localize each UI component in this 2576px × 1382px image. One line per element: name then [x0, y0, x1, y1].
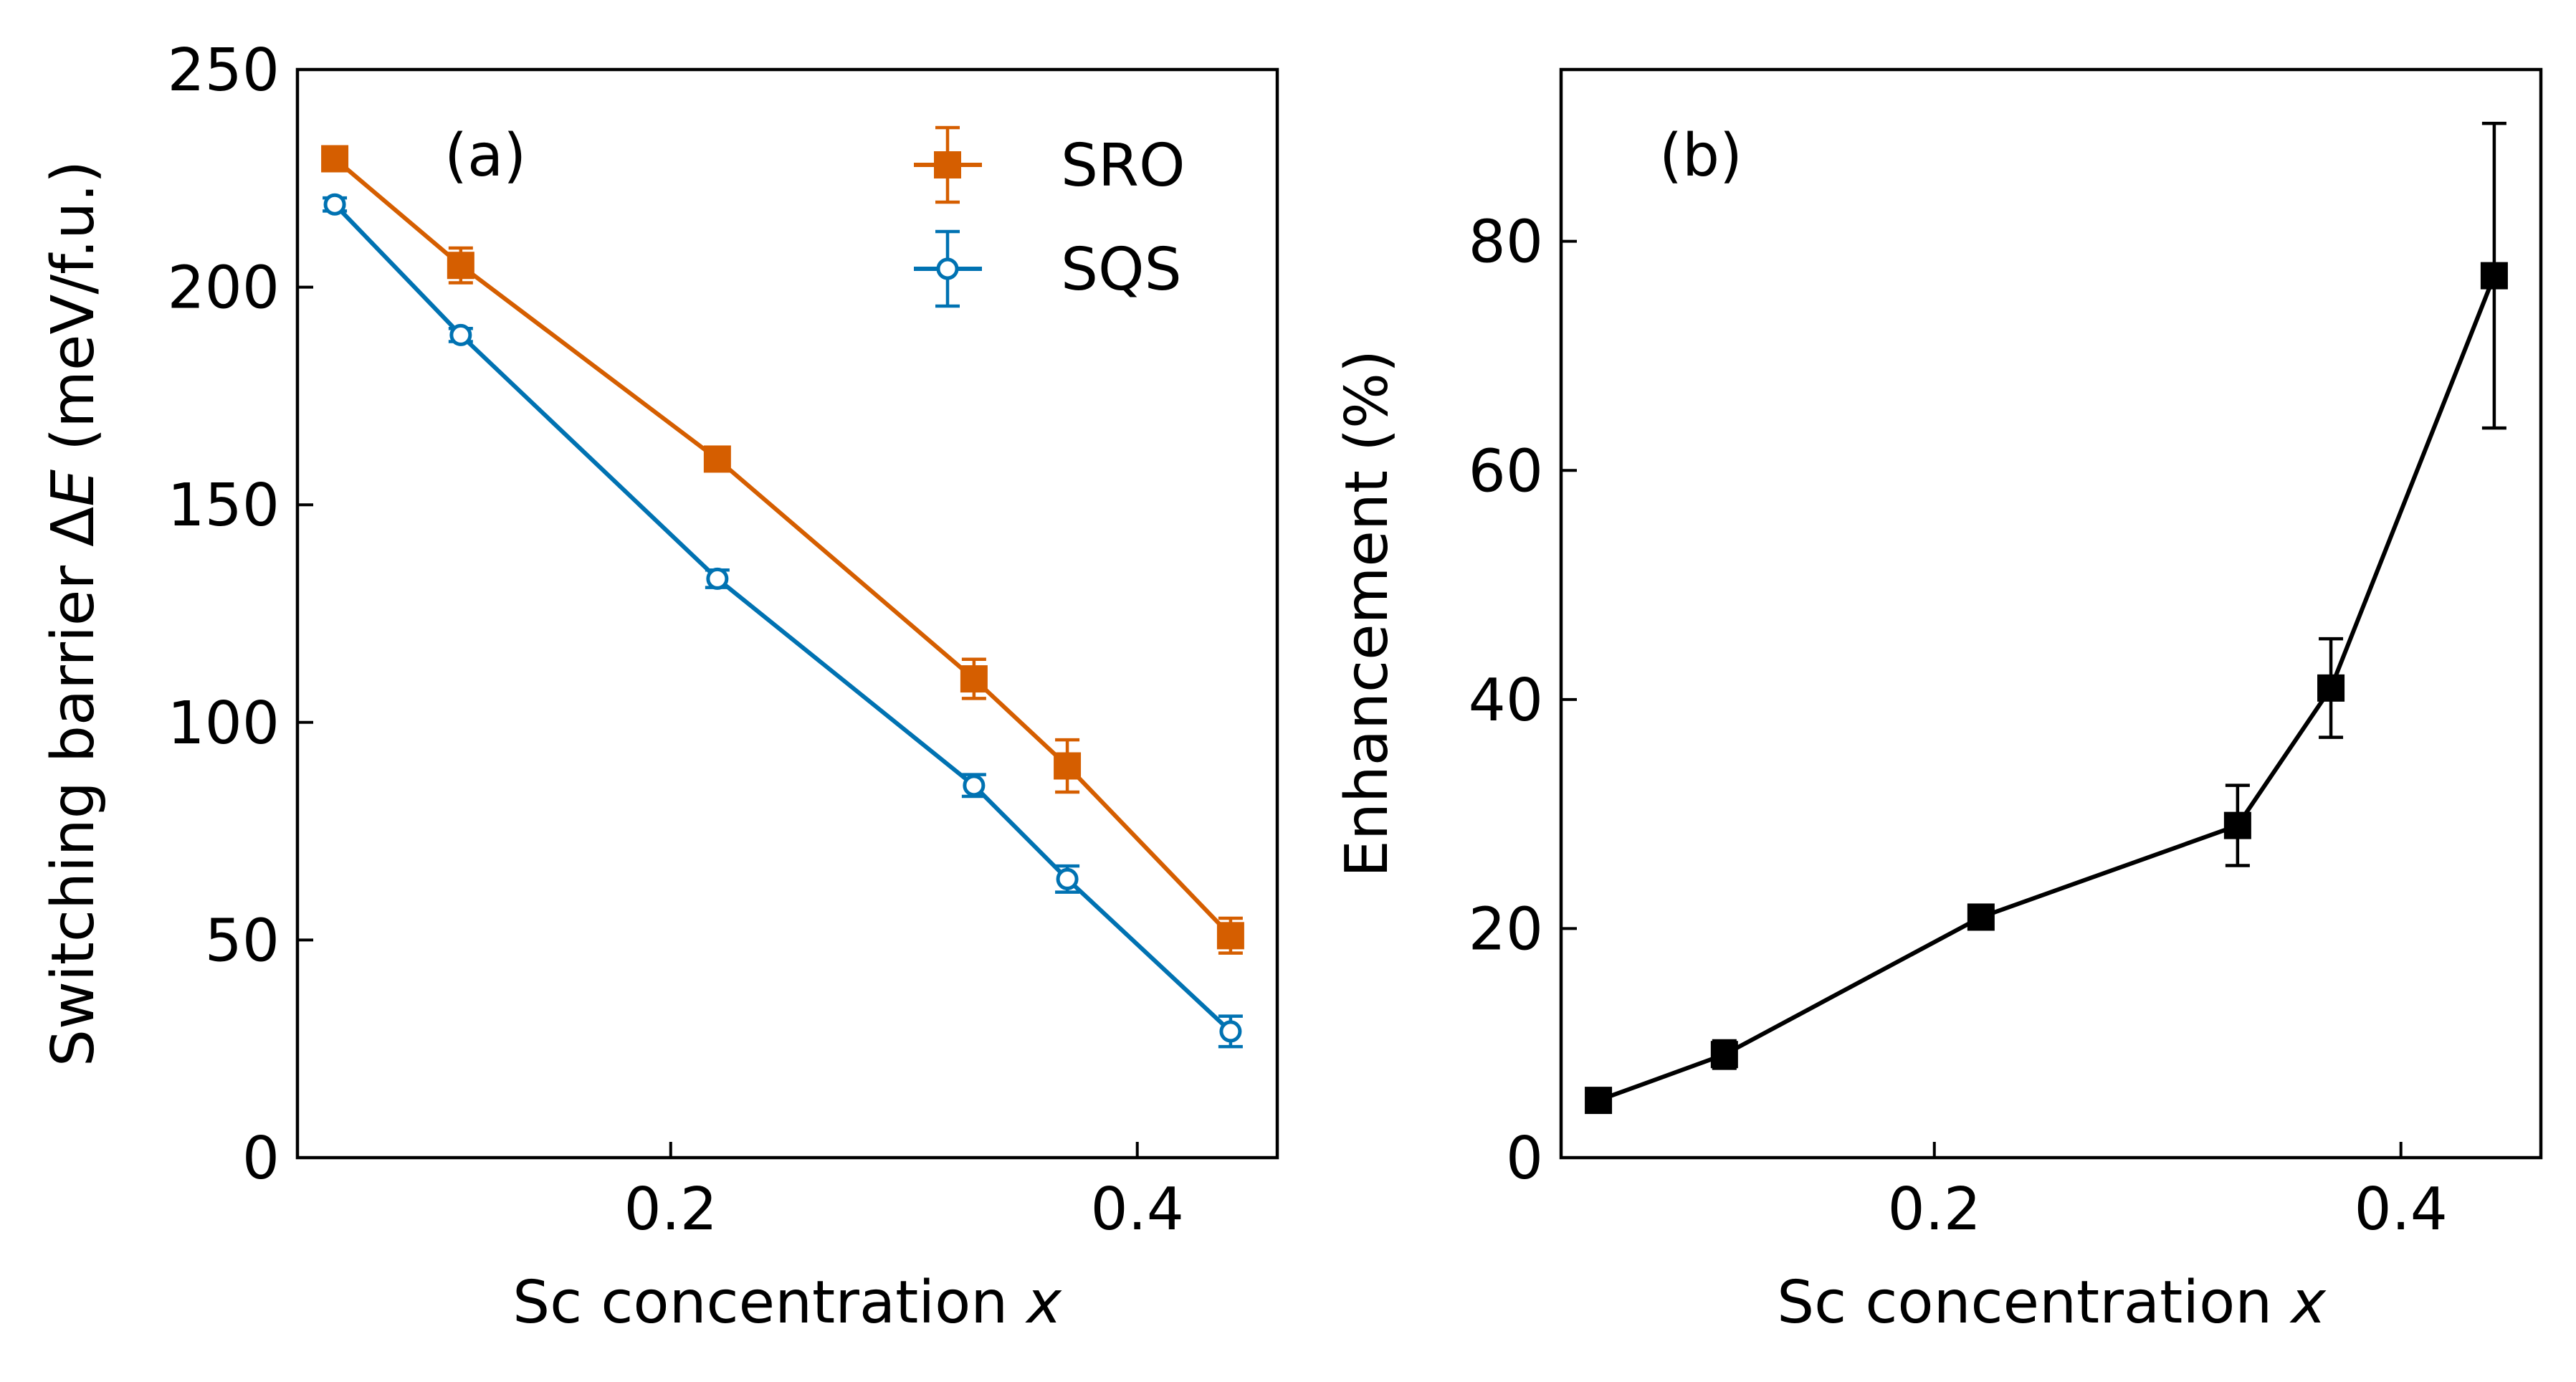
panel-a-data-point	[447, 252, 474, 280]
panel-a-axes-frame	[295, 67, 1279, 1160]
panel-a-data-point	[323, 193, 346, 216]
panel-b-data-point	[2480, 262, 2508, 290]
panel-b-data-point	[1585, 1087, 1613, 1115]
panel-a-gridless-plot-area	[321, 145, 1244, 1049]
panel-b-y-axis-label: Enhancement (%)	[1333, 350, 1401, 877]
panel-a-data-point	[706, 567, 729, 590]
panel-a-switching-barrier-chart: 0.2 0.4 0 50 100 150 200 250 (a) Sc concentrati…	[39, 37, 1279, 1337]
panel-b-label: (b)	[1659, 122, 1742, 190]
panel-b-y-tick-label: 20	[1469, 895, 1543, 963]
panel-b-x-axis-label-var: x	[2289, 1269, 2327, 1337]
panel-a-series-line	[333, 203, 1232, 1034]
legend-label-sqs: SQS	[1061, 236, 1182, 304]
panel-a-data-point	[960, 665, 988, 693]
legend-marker-sro	[934, 151, 961, 178]
panel-b-x-axis-label-text: Sc concentration	[1777, 1269, 2272, 1337]
legend-entry-sro: SRO	[914, 125, 1186, 204]
panel-a-y-axis-label-text: Switching barrier Δ	[39, 507, 108, 1067]
panel-a-ticks: 0.2 0.4 0 50 100 150 200 250	[167, 37, 1183, 1244]
panel-a-series-line	[333, 157, 1233, 938]
panel-b-enhancement-chart: 0.2 0.4 0 20 40 60 80 (b) Sc concentration x E…	[1333, 67, 2543, 1337]
panel-a-series-sqs	[323, 193, 1243, 1049]
panel-b-y-tick-label: 40	[1469, 667, 1543, 735]
legend-marker-sqs	[936, 257, 959, 280]
panel-a-x-axis-label-text: Sc concentration	[512, 1269, 1008, 1337]
panel-b-x-tick-label: 0.2	[1888, 1176, 1981, 1244]
panel-a-y-tick-label: 100	[167, 690, 280, 758]
panel-b-x-axis-label: Sc concentration x	[1777, 1269, 2327, 1337]
panel-a-x-axis-label-var: x	[1024, 1269, 1062, 1337]
panel-a-y-tick-label: 50	[205, 907, 280, 975]
panel-b-y-tick-label: 60	[1469, 437, 1543, 505]
panel-b-plot-area	[1585, 121, 2508, 1115]
panel-a-series-sro	[321, 145, 1244, 955]
panel-a-data-point	[1219, 1020, 1242, 1043]
panel-a-data-point	[1216, 922, 1244, 950]
panel-a-y-axis-label-unit: (meV/f.u.)	[39, 161, 108, 470]
panel-a-data-point	[963, 774, 986, 797]
panel-a-data-point	[1056, 867, 1079, 890]
legend-entry-sqs: SQS	[914, 229, 1182, 308]
panel-b-ticks: 0.2 0.4 0 20 40 60 80	[1469, 209, 2448, 1244]
panel-b-data-point	[1710, 1041, 1738, 1069]
panel-a-x-tick-label: 0.4	[1091, 1176, 1184, 1244]
panel-b-series-enhancement	[1585, 121, 2508, 1115]
panel-b-axes-frame	[1559, 67, 2543, 1160]
panel-a-y-axis-label: Switching barrier ΔE (meV/f.u.)	[39, 161, 108, 1067]
panel-a-data-point	[321, 145, 349, 173]
panel-b-data-point	[1967, 903, 1995, 931]
panel-b-data-point	[2223, 811, 2251, 839]
panel-b-y-tick-label: 80	[1469, 209, 1543, 277]
panel-b-series-line	[1598, 275, 2496, 1102]
panel-b-x-tick-label: 0.4	[2355, 1176, 2448, 1244]
panel-a-data-point	[1054, 752, 1082, 780]
panel-a-data-point	[449, 323, 472, 346]
panel-a-y-tick-label: 200	[167, 254, 280, 323]
panel-a-y-tick-label: 0	[242, 1125, 280, 1193]
panel-a-x-axis-label: Sc concentration x	[512, 1269, 1062, 1337]
panel-a-label: (a)	[444, 122, 526, 190]
panel-a-y-axis-label-var: E	[39, 470, 108, 507]
legend-label-sro: SRO	[1061, 132, 1186, 200]
panel-b-y-tick-label: 0	[1506, 1125, 1543, 1193]
panel-b-data-point	[2317, 674, 2345, 702]
panel-a-data-point	[703, 445, 731, 473]
panel-a-y-tick-label: 150	[167, 472, 280, 540]
panel-a-x-tick-label: 0.2	[624, 1176, 717, 1244]
panel-a-y-tick-label: 250	[167, 37, 280, 105]
panel-a-legend: SRO SQS	[914, 125, 1186, 308]
